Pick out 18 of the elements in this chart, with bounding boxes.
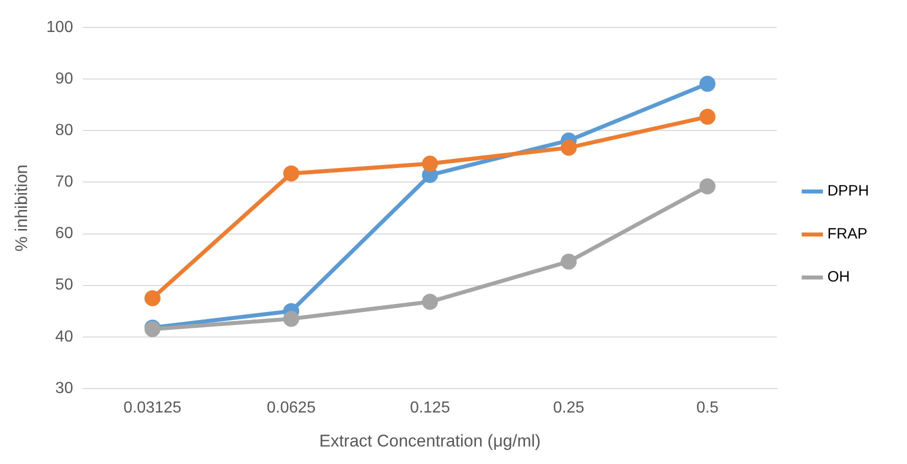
y-tick-label: 80 (55, 122, 74, 140)
y-tick-label: 90 (55, 70, 74, 88)
legend-label: OH (827, 268, 850, 286)
y-tick-label: 40 (55, 328, 74, 346)
y-tick-label: 50 (55, 276, 74, 294)
x-tick-label: 0.5 (696, 399, 719, 416)
y-axis-title: % inhibition (12, 164, 31, 252)
legend-label: FRAP (827, 226, 868, 243)
y-tick-label: 70 (55, 174, 74, 191)
x-tick-label: 0.25 (553, 399, 584, 416)
x-tick-label: 0.0625 (266, 399, 316, 416)
y-tick-label: 100 (46, 19, 74, 36)
x-tick-label: 0.03125 (124, 399, 182, 416)
y-tick-label: 30 (55, 380, 74, 397)
legend-label: DPPH (827, 182, 870, 200)
x-axis-title: Extract Concentration (μg/ml) (319, 431, 541, 450)
y-tick-label: 60 (55, 225, 74, 242)
x-tick-label: 0.125 (410, 399, 450, 416)
